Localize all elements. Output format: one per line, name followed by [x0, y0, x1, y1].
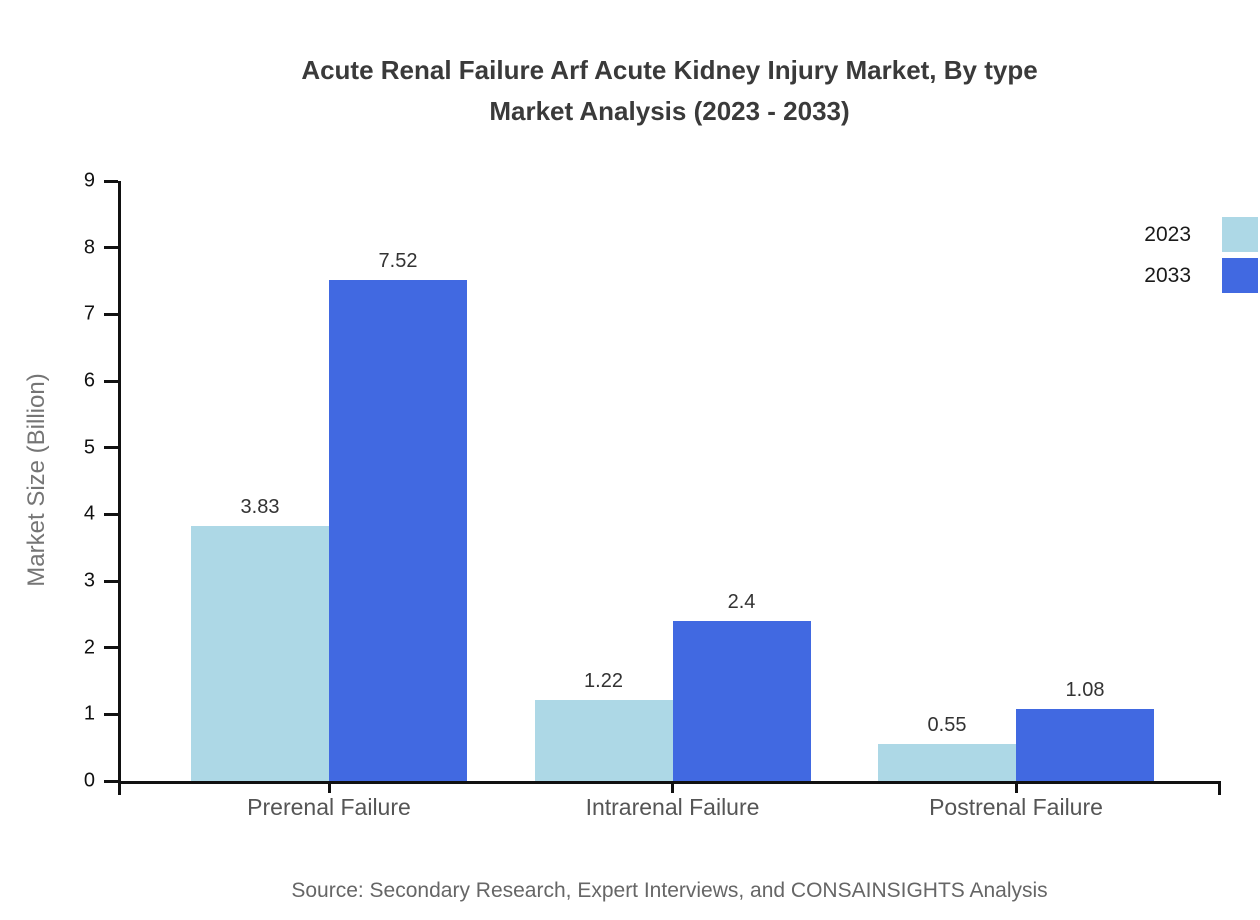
- bar-2023-intrarenal-failure: [534, 699, 673, 781]
- legend-swatch-2033: [1222, 258, 1258, 293]
- y-axis-tick-label-2: 2: [83, 636, 95, 659]
- x-axis-tick-postrenal-failure: [1014, 781, 1018, 793]
- y-axis-title: Market Size (Billion): [23, 373, 50, 587]
- bar-2033-postrenal-failure: [1016, 709, 1154, 781]
- bar-2033-prerenal-failure: [329, 279, 467, 781]
- y-axis-tick-9: [104, 179, 118, 183]
- y-axis-tick-4: [104, 512, 118, 516]
- y-axis-tick-label-0: 0: [83, 769, 95, 792]
- y-axis-tick-2: [104, 646, 118, 650]
- y-axis-tick-label-3: 3: [83, 569, 95, 592]
- bar-value-2023-prerenal-failure: 3.83: [240, 495, 280, 518]
- y-axis-tick-1: [104, 712, 118, 716]
- y-axis-tick-5: [104, 446, 118, 450]
- source-attribution: Source: Secondary Research, Expert Inter…: [291, 879, 1048, 902]
- y-axis-tick-label-8: 8: [83, 236, 95, 259]
- y-axis-tick-label-1: 1: [83, 702, 95, 725]
- y-axis-tick-label-7: 7: [83, 302, 95, 325]
- chart-title: Acute Renal Failure Arf Acute Kidney Inj…: [118, 50, 1221, 132]
- y-axis-tick-label-5: 5: [83, 436, 95, 459]
- bar-2033-intrarenal-failure: [672, 621, 811, 781]
- chart-title-line2: Market Analysis (2023 - 2033): [489, 96, 850, 126]
- x-category-label-prerenal-failure: Prerenal Failure: [247, 794, 411, 820]
- y-axis-tick-8: [104, 246, 118, 250]
- legend-label-2023: 2023: [1144, 222, 1191, 246]
- y-axis-tick-label-9: 9: [83, 169, 95, 192]
- plot-area: 0 1 2 3 4 5 6 7 8 9 3.83 7.52 Prerenal Failure 1.22 2.…: [84, 170, 1221, 820]
- bar-value-2033-prerenal-failure: 7.52: [378, 249, 418, 272]
- x-axis-tick-prerenal-failure: [327, 781, 331, 793]
- x-axis-left-end-tick: [118, 781, 121, 795]
- bar-value-2033-intrarenal-failure: 2.4: [727, 591, 756, 613]
- legend-item-2023: 2023: [1144, 217, 1258, 252]
- bar-2023-prerenal-failure: [191, 525, 329, 781]
- bar-value-2033-postrenal-failure: 1.08: [1065, 679, 1105, 701]
- chart-title-line1: Acute Renal Failure Arf Acute Kidney Inj…: [301, 55, 1038, 85]
- x-category-label-intrarenal-failure: Intrarenal Failure: [585, 794, 760, 820]
- x-axis-right-end-tick: [1218, 781, 1221, 795]
- x-axis-tick-intrarenal-failure: [671, 781, 674, 793]
- bar-value-2023-intrarenal-failure: 1.22: [584, 669, 623, 692]
- y-axis-tick-label-4: 4: [83, 502, 95, 525]
- y-axis-tick-0: [104, 779, 118, 783]
- legend-swatch-2023: [1222, 217, 1258, 252]
- y-axis-tick-7: [104, 312, 118, 316]
- x-category-label-postrenal-failure: Postrenal Failure: [929, 794, 1103, 820]
- bar-value-2023-postrenal-failure: 0.55: [927, 714, 967, 737]
- y-axis-tick-6: [104, 379, 118, 383]
- legend: 2023 2033: [1144, 217, 1258, 299]
- y-axis-tick-label-6: 6: [83, 369, 95, 392]
- legend-label-2033: 2033: [1144, 263, 1191, 287]
- legend-item-2033: 2033: [1144, 258, 1258, 293]
- bar-2023-postrenal-failure: [878, 744, 1016, 781]
- y-axis-tick-3: [104, 579, 118, 583]
